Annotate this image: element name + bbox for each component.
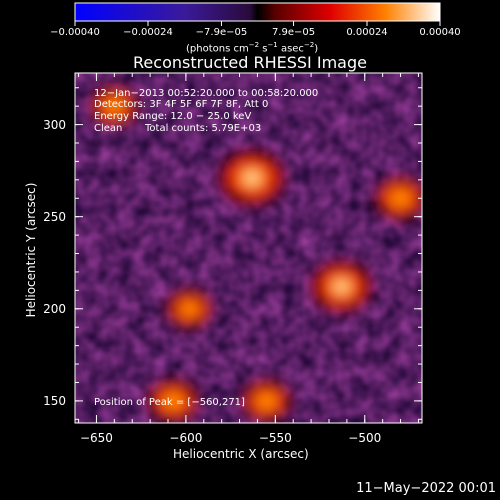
colorbar-tick-label: −0.00040: [50, 27, 100, 38]
plot-frame: [74, 72, 423, 424]
colorbar-unit-label: (photons cm−2 s−1 asec−2): [186, 41, 319, 55]
annotation-clean: Clean: [94, 123, 123, 134]
emission-source: [180, 301, 199, 317]
colorbar-tick-label: 0.00040: [419, 27, 461, 38]
y-tick-label: 250: [43, 209, 66, 224]
emission-source: [256, 392, 277, 410]
annotation-counts: Total counts: 5.79E+03: [145, 123, 262, 134]
annotation-detectors: Detectors: 3F 4F 5F 6F 7F 8F, Att 0: [94, 99, 269, 110]
x-tick-label: −500: [348, 431, 382, 445]
annotation-energy: Energy Range: 12.0 − 25.0 keV: [94, 111, 252, 122]
emission-source: [248, 175, 256, 181]
x-axis-label: Heliocentric X (arcsec): [173, 447, 309, 461]
colorbar: [74, 2, 441, 22]
y-tick-label: 150: [43, 393, 66, 408]
emission-source: [104, 98, 124, 115]
footer-timestamp: 11−May−2022 00:01: [356, 481, 496, 496]
heatmap-image: [75, 73, 422, 423]
colorbar-tick-label: −0.00024: [123, 27, 173, 38]
emission-source: [390, 189, 411, 207]
x-tick-label: −550: [258, 431, 292, 445]
colorbar-ticks: [74, 21, 441, 26]
peak-position-label: Position of Peak = [−560,271]: [94, 397, 245, 408]
axis-ticks: [75, 73, 422, 423]
y-tick-label: 200: [43, 301, 66, 316]
colorbar-tick-label: 0.00024: [346, 27, 388, 38]
colorbar-tick-label: −7.9e−05: [195, 27, 248, 38]
x-tick-label: −650: [79, 431, 113, 445]
chart-title: Reconstructed RHESSI Image: [133, 53, 367, 72]
emission-source: [163, 392, 184, 410]
x-tick-label: −600: [169, 431, 203, 445]
emission-source: [338, 283, 345, 290]
annotation-time: 12−Jan−2013 00:52:20.000 to 00:58:20.000: [94, 88, 319, 99]
y-axis-label: Heliocentric Y (arcsec): [24, 182, 38, 318]
y-tick-label: 300: [43, 117, 66, 132]
colorbar-tick-label: 7.9e−05: [271, 27, 316, 38]
